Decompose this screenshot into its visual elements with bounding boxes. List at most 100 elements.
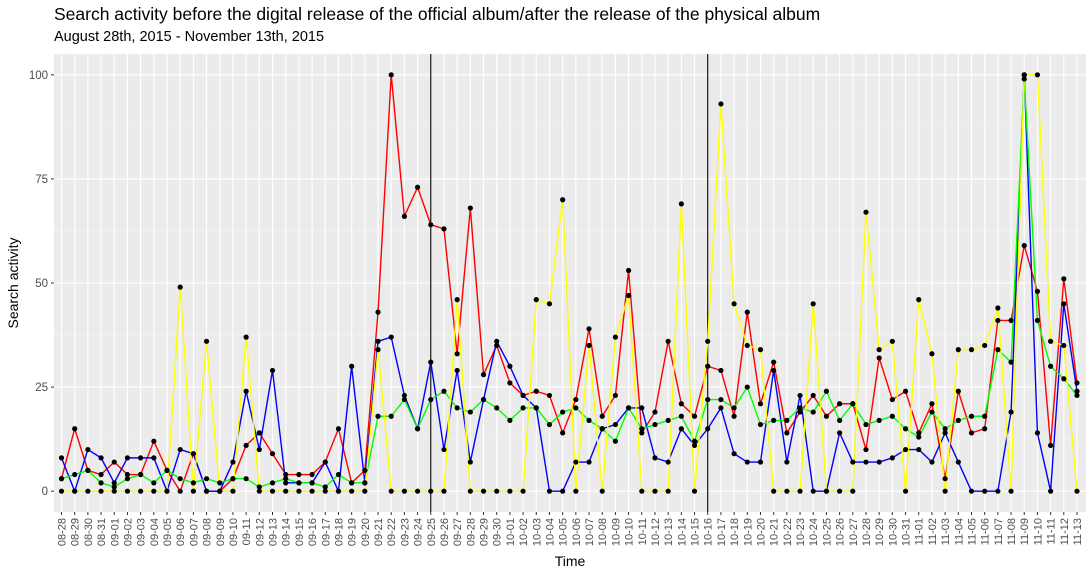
x-tick-label: 10-14	[676, 518, 688, 546]
series-3-point	[388, 413, 394, 419]
series-1-point	[599, 413, 605, 419]
x-tick-label: 09-11	[241, 518, 253, 545]
series-1-point	[480, 372, 487, 378]
series-2-point	[560, 488, 566, 494]
series-1-point	[626, 267, 632, 274]
series-2-point	[177, 446, 183, 453]
grid-lines	[54, 54, 1086, 512]
series-1-point	[362, 467, 368, 473]
series-4-point	[1008, 488, 1014, 494]
series-4-point	[626, 292, 632, 299]
series-1-point	[639, 430, 645, 436]
series-2-point	[138, 455, 144, 461]
series-1-point	[823, 413, 830, 419]
x-tick-label: 10-23	[795, 518, 807, 546]
series-3-point	[837, 417, 843, 423]
series-3-point	[177, 476, 183, 482]
series-1-point	[388, 72, 394, 78]
series-1-point	[810, 392, 816, 399]
series-3-point	[480, 396, 487, 403]
series-4-point	[639, 488, 645, 494]
series-1-point	[612, 392, 619, 399]
series-1-point	[863, 446, 869, 453]
series-2-point	[850, 459, 856, 465]
series-4-point	[1034, 72, 1041, 78]
x-tick-label: 11-09	[1019, 518, 1031, 545]
series-4-point	[322, 488, 328, 494]
series-2-point	[546, 488, 553, 494]
series-2-point	[1061, 301, 1067, 307]
series-1-point	[837, 401, 843, 407]
series-4-point	[705, 338, 711, 344]
series-1-point	[269, 451, 276, 457]
series-4-point	[731, 301, 737, 307]
series-4-point	[744, 342, 750, 349]
y-tick-label: 0	[42, 486, 48, 498]
series-3-point	[85, 467, 91, 473]
series-2-point	[124, 455, 131, 461]
series-3-point	[784, 417, 790, 423]
x-tick-label: 10-30	[887, 518, 899, 546]
series-1-point	[243, 442, 249, 448]
series-3-point	[467, 409, 473, 415]
series-1-point	[718, 367, 724, 374]
series-4-point	[665, 488, 671, 494]
x-tick-label: 11-06	[980, 518, 992, 545]
series-4-point	[889, 338, 895, 344]
series-3-point	[1074, 392, 1080, 399]
series-4-point	[467, 488, 473, 494]
series-2-point	[428, 359, 434, 365]
series-2-point	[58, 455, 65, 461]
x-tick-label: 11-01	[914, 518, 926, 545]
y-tick-label: 50	[35, 278, 48, 290]
series-3-point	[929, 409, 935, 415]
x-tick-label: 10-09	[610, 518, 622, 546]
x-tick-label: 10-22	[782, 518, 794, 546]
series-1-point	[731, 413, 737, 419]
series-2-point	[1048, 488, 1054, 494]
x-axis-title: Time	[555, 553, 586, 569]
x-tick-label: 09-08	[202, 518, 214, 546]
series-2-point	[876, 459, 882, 465]
series-2-point	[995, 488, 1001, 494]
series-4-point	[955, 347, 961, 353]
series-3-point	[705, 396, 711, 403]
series-3-point	[902, 426, 909, 432]
x-tick-label: 11-10	[1032, 518, 1044, 545]
series-4-point	[111, 488, 117, 494]
chart-title: Search activity before the digital relea…	[54, 4, 821, 24]
series-3-point	[665, 417, 671, 423]
series-3-point	[190, 480, 196, 486]
series-2-point	[349, 363, 355, 369]
series-4-point	[494, 488, 500, 494]
series-2-point	[190, 451, 196, 457]
series-3-point	[454, 405, 460, 411]
series-2-point	[243, 388, 249, 394]
series-2-point	[797, 392, 803, 399]
x-tick-label: 10-16	[703, 518, 715, 546]
series-3-point	[691, 438, 698, 444]
series-1-point	[428, 222, 434, 228]
series-2-point	[652, 455, 658, 461]
x-tick-label: 11-08	[1006, 518, 1018, 545]
x-tick-label: 10-20	[755, 518, 767, 546]
series-1-point	[678, 401, 684, 407]
series-3-point	[1008, 359, 1014, 365]
series-1-point	[889, 396, 895, 403]
x-tick-label: 10-24	[808, 518, 820, 546]
series-1-point	[546, 392, 553, 399]
series-4-point	[441, 488, 447, 494]
series-1-point	[652, 409, 658, 415]
series-4-point	[784, 488, 790, 494]
series-3-point	[1048, 363, 1054, 369]
series-2-point	[612, 421, 619, 428]
series-2-point	[1008, 409, 1014, 415]
x-tick-label: 08-28	[57, 518, 69, 546]
series-2-point	[98, 455, 104, 461]
series-1-point	[916, 430, 922, 436]
series-points	[58, 72, 1080, 494]
series-4-point	[810, 301, 816, 307]
series-1-point	[151, 438, 157, 444]
series-4-point	[230, 488, 236, 494]
series-4-point	[520, 488, 526, 494]
